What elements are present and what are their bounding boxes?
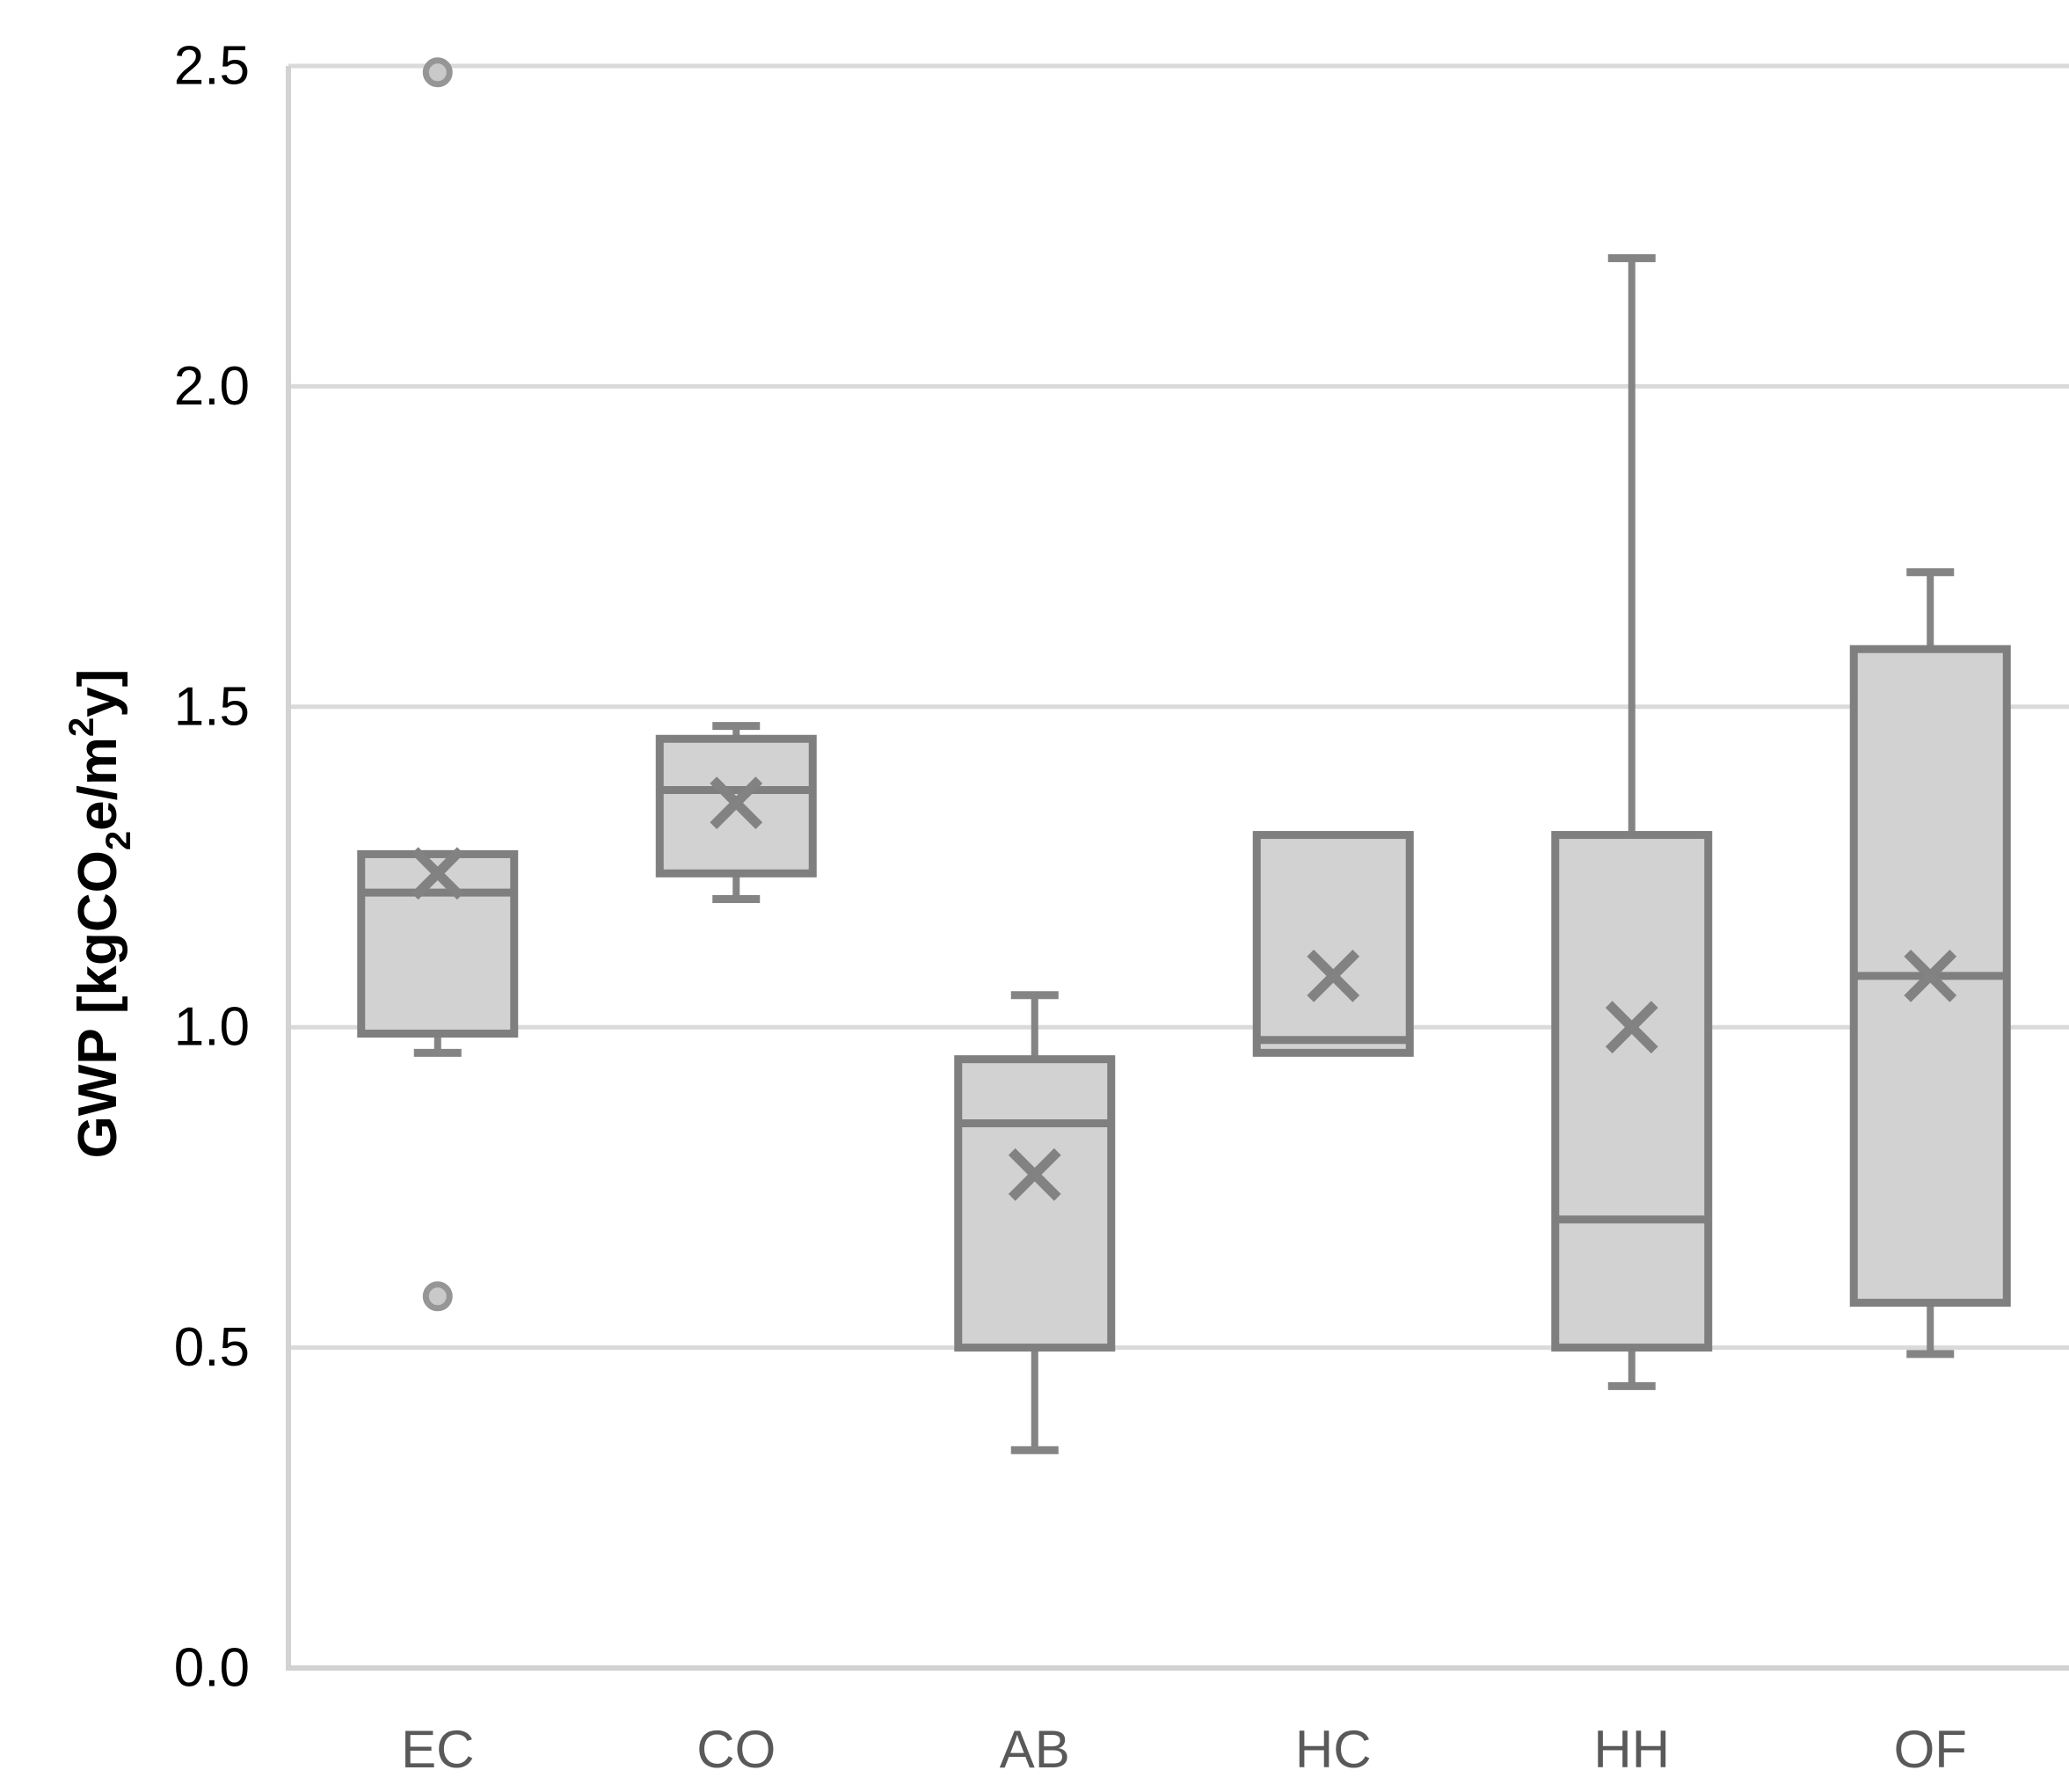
mean-marker-AB — [1008, 1147, 1061, 1201]
mean-marker-HC — [1307, 950, 1360, 1002]
y-tick-label-0.5: 0.5 — [174, 1317, 250, 1378]
y-axis-title-part: e/m — [68, 737, 128, 831]
x-label-EC: EC — [401, 1720, 474, 1779]
x-label-HC: HC — [1295, 1720, 1372, 1779]
mean-marker-OF — [1904, 950, 1957, 1002]
box-group-HC — [1252, 831, 1414, 1057]
x-label-CO: CO — [696, 1720, 776, 1779]
y-tick-label-0.0: 0.0 — [174, 1638, 250, 1699]
box-group-AB — [954, 991, 1116, 1454]
box-HC — [1252, 831, 1414, 1057]
box-group-OF — [1849, 568, 2011, 1359]
y-tick-label-2.0: 2.0 — [174, 356, 250, 417]
y-tick-label-1.0: 1.0 — [174, 997, 250, 1058]
outlier-EC — [422, 57, 453, 88]
box-AB — [954, 1055, 1116, 1352]
y-tick-label-1.5: 1.5 — [174, 676, 250, 737]
y-axis-title-part: 2 — [99, 831, 138, 850]
y-axis-title: GWP [kgCO2e/m2y] — [62, 669, 138, 1159]
outlier-EC — [422, 1281, 453, 1312]
y-axis-title-part: GWP [kgCO — [68, 850, 128, 1158]
mean-marker-HH — [1605, 1001, 1658, 1054]
mean-marker-CO — [710, 776, 763, 830]
box-group-HH — [1551, 254, 1713, 1390]
box-HH — [1551, 831, 1713, 1352]
box-EC — [357, 849, 519, 1038]
box-group-CO — [655, 722, 817, 903]
x-label-OF: OF — [1894, 1720, 1967, 1779]
y-tick-label-2.5: 2.5 — [174, 36, 250, 97]
x-label-AB: AB — [1000, 1720, 1070, 1779]
mean-marker-EC — [411, 847, 464, 900]
box-group-EC — [357, 57, 519, 1312]
gwp-boxplot-figure: 0.0 0.5 1.0 1.5 2.0 2.5 EC CO AB HC HH OF GWP [kgCO2… — [35, 14, 2069, 1792]
y-axis-title-part: y] — [68, 669, 128, 718]
x-label-HH: HH — [1593, 1720, 1670, 1779]
y-axis-title-part: 2 — [62, 718, 101, 737]
